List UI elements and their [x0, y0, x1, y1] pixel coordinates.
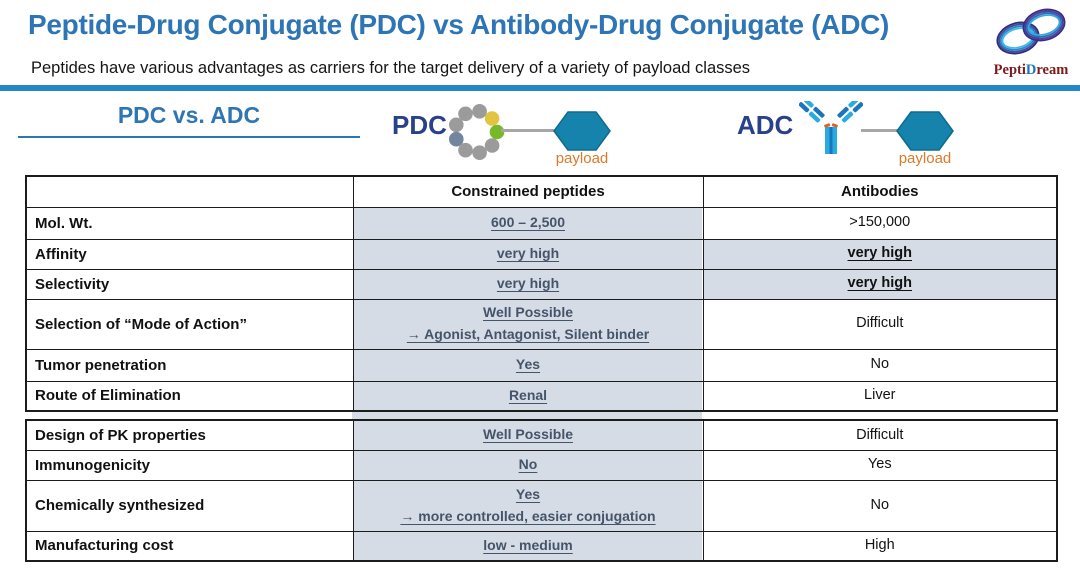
row-label: Selection of “Mode of Action” — [25, 298, 354, 350]
table-row-mol-wt: Mol. Wt. 600 – 2,500 >150,000 — [25, 206, 1058, 240]
pdc-value: 600 – 2,500 — [491, 214, 565, 231]
pdc-value: very high — [496, 245, 560, 262]
adc-cell: High — [702, 530, 1058, 562]
adc-cell: Difficult — [702, 419, 1058, 451]
adc-label: ADC — [737, 110, 794, 140]
adc-value: very high — [847, 245, 912, 262]
pdc-cell: Yes → more controlled, easier conjugatio… — [352, 479, 704, 532]
table-row-immunogenicity: Immunogenicity No Yes — [25, 449, 1058, 481]
adc-cell: No — [702, 479, 1058, 532]
header-constrained-peptides: Constrained peptides — [352, 175, 704, 208]
adc-value: High — [864, 537, 895, 554]
header-blank — [25, 175, 354, 208]
row-label: Chemically synthesized — [25, 479, 354, 532]
peptide-ring-icon — [449, 104, 505, 160]
adc-cell: Difficult — [702, 298, 1058, 350]
section-heading: PDC vs. ADC — [18, 102, 360, 138]
pdc-cell: Yes — [352, 348, 704, 382]
logo-text-ream: ream — [1036, 62, 1069, 78]
comparison-table: Constrained peptides Antibodies Mol. Wt.… — [25, 175, 1058, 562]
pdc-value-line2: → more controlled, easier conjugation — [400, 507, 656, 524]
pdc-value: Renal — [508, 386, 548, 403]
row-label: Immunogenicity — [25, 449, 354, 481]
row-label: Route of Elimination — [25, 380, 354, 412]
pdc-cell: low - medium — [352, 530, 704, 562]
pdc-value: Yes — [515, 356, 541, 373]
adc-payload-label: payload — [898, 150, 952, 167]
table-header-row: Constrained peptides Antibodies — [25, 175, 1058, 208]
row-label: Tumor penetration — [25, 348, 354, 382]
adc-value: Difficult — [856, 426, 904, 443]
pdc-label: PDC — [392, 110, 447, 140]
adc-cell: >150,000 — [702, 206, 1058, 240]
adc-value: Liver — [864, 387, 896, 404]
pdc-cell: 600 – 2,500 — [352, 206, 704, 240]
pdc-value: Well Possible — [483, 426, 573, 443]
adc-value: very high — [847, 275, 912, 292]
logo-text-pepti: Pepti — [993, 62, 1026, 78]
table-row-design-of-pk: Design of PK properties Well Possible Di… — [25, 419, 1058, 451]
row-label: Design of PK properties — [25, 419, 354, 451]
pdc-payload-hexagon-icon — [553, 111, 611, 151]
table-row-manufacturing-cost: Manufacturing cost low - medium High — [25, 530, 1058, 562]
pdc-cell: Renal — [352, 380, 704, 412]
pdc-cell: Well Possible — [352, 419, 704, 451]
pdc-payload-label: payload — [555, 150, 609, 167]
antibody-icon — [799, 101, 863, 154]
header-divider — [0, 85, 1080, 91]
logo-wordmark: PeptiDream — [983, 62, 1079, 79]
adc-cell: Yes — [702, 449, 1058, 481]
table-row-selectivity: Selectivity very high very high — [25, 268, 1058, 300]
adc-value: No — [870, 356, 890, 373]
page-subtitle: Peptides have various advantages as carr… — [31, 59, 751, 77]
infinity-swirl-icon — [996, 8, 1066, 55]
row-label: Affinity — [25, 238, 354, 270]
pdc-cell: No — [352, 449, 704, 481]
pdc-value: very high — [496, 275, 560, 292]
pdc-linker-line — [501, 129, 555, 132]
pdc-value: No — [518, 456, 538, 473]
adc-payload-hexagon-icon — [896, 111, 954, 151]
pdc-value-line1: Well Possible — [483, 304, 573, 321]
adc-cell: very high — [702, 238, 1058, 270]
pdc-value-line1: Yes — [515, 485, 541, 502]
header-antibodies: Antibodies — [702, 175, 1058, 208]
row-label: Selectivity — [25, 268, 354, 300]
pdc-value-line2: → Agonist, Antagonist, Silent binder — [406, 326, 650, 342]
table-row-route-of-elimination: Route of Elimination Renal Liver — [25, 380, 1058, 412]
row-label: Manufacturing cost — [25, 530, 354, 562]
adc-value: Difficult — [856, 315, 904, 332]
table-row-chemically-synthesized: Chemically synthesized Yes → more contro… — [25, 479, 1058, 532]
adc-cell: No — [702, 348, 1058, 382]
table-row-tumor-penetration: Tumor penetration Yes No — [25, 348, 1058, 382]
row-label: Mol. Wt. — [25, 206, 354, 240]
comparison-table-upper: Constrained peptides Antibodies Mol. Wt.… — [25, 175, 1058, 412]
logo-text-d: D — [1025, 62, 1037, 78]
table-row-mode-of-action: Selection of “Mode of Action” Well Possi… — [25, 298, 1058, 350]
adc-linker-line — [861, 129, 898, 132]
pdc-cell: Well Possible → Agonist, Antagonist, Sil… — [352, 298, 704, 350]
adc-value: Yes — [867, 456, 892, 473]
pdc-cell: very high — [352, 238, 704, 270]
comparison-table-lower: Design of PK properties Well Possible Di… — [25, 419, 1058, 562]
adc-cell: Liver — [702, 380, 1058, 412]
adc-value: >150,000 — [849, 214, 911, 231]
pdc-cell: very high — [352, 268, 704, 300]
adc-value: No — [870, 496, 890, 513]
adc-cell: very high — [702, 268, 1058, 300]
page-title: Peptide-Drug Conjugate (PDC) vs Antibody… — [28, 9, 890, 40]
peptidream-logo: PeptiDream — [983, 2, 1079, 79]
table-row-affinity: Affinity very high very high — [25, 238, 1058, 270]
pdc-value: low - medium — [483, 536, 573, 553]
